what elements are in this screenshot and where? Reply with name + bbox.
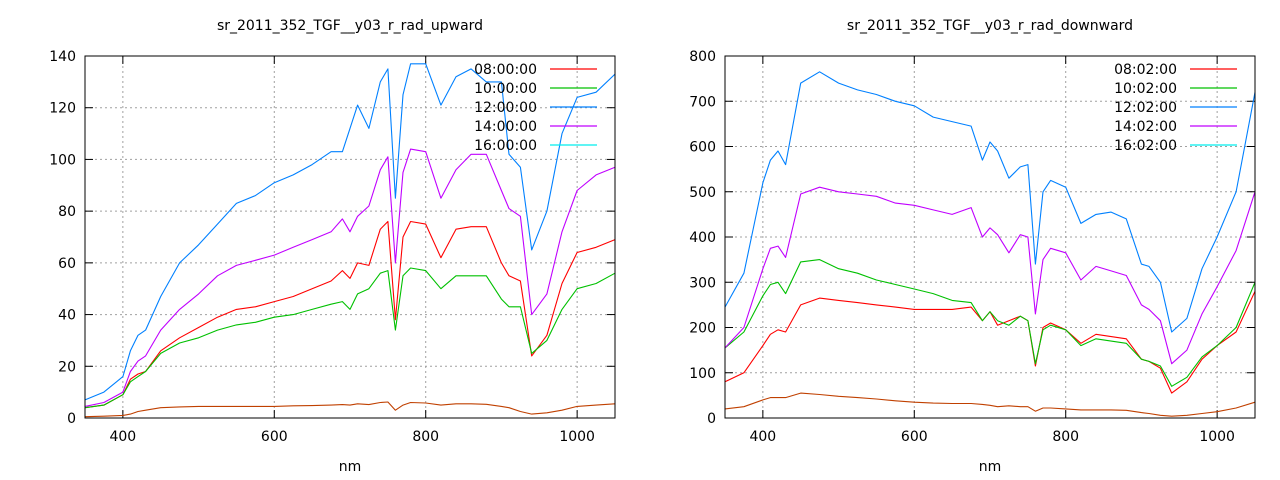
legend-label: 08:00:00 bbox=[474, 62, 537, 78]
x-tick-label: 1000 bbox=[1199, 429, 1235, 445]
legend-label: 14:02:00 bbox=[1114, 119, 1177, 135]
plot-frame bbox=[84, 55, 616, 419]
y-tick-label: 100 bbox=[49, 152, 76, 168]
legend-label: 12:00:00 bbox=[474, 100, 537, 116]
x-tick-label: 600 bbox=[261, 429, 288, 445]
y-tick-label: 0 bbox=[707, 411, 716, 427]
plot-frame bbox=[724, 55, 1256, 419]
chart-title: sr_2011_352_TGF__y03_r_rad_downward bbox=[847, 18, 1133, 34]
series-line-08-02-00 bbox=[724, 291, 1256, 394]
y-tick-label: 140 bbox=[49, 49, 76, 65]
y-tick-label: 60 bbox=[58, 256, 76, 272]
y-tick-label: 300 bbox=[689, 275, 716, 291]
y-tick-label: 120 bbox=[49, 101, 76, 117]
y-tick-label: 40 bbox=[58, 308, 76, 324]
legend-label: 12:02:00 bbox=[1114, 100, 1177, 116]
x-tick-label: 800 bbox=[412, 429, 439, 445]
y-tick-label: 500 bbox=[689, 185, 716, 201]
x-tick-label: 600 bbox=[901, 429, 928, 445]
legend: 08:02:00 10:02:00 12:02:00 14:02:00 16:02:00 bbox=[1114, 62, 1237, 154]
y-tick-label: 100 bbox=[689, 366, 716, 382]
y-tick-label: 700 bbox=[689, 94, 716, 110]
series-line-12-00-00 bbox=[84, 63, 616, 401]
series-line-unlabeled bbox=[84, 401, 616, 418]
x-tick-label: 400 bbox=[749, 429, 776, 445]
x-axis-label: nm bbox=[339, 459, 362, 475]
series-line-14-02-00 bbox=[724, 186, 1256, 365]
y-tick-label: 600 bbox=[689, 140, 716, 156]
legend-label: 10:02:00 bbox=[1114, 81, 1177, 97]
series-line-14-00-00 bbox=[84, 148, 616, 407]
series-line-08-00-00 bbox=[84, 220, 616, 409]
y-tick-label: 0 bbox=[67, 411, 76, 427]
x-tick-label: 1000 bbox=[559, 429, 595, 445]
series-line-unlabeled bbox=[724, 392, 1256, 417]
series-line-12-02-00 bbox=[724, 71, 1256, 333]
y-tick-label: 80 bbox=[58, 204, 76, 220]
y-tick-label: 400 bbox=[689, 230, 716, 246]
legend-label: 10:00:00 bbox=[474, 81, 537, 97]
legend-label: 16:02:00 bbox=[1114, 138, 1177, 154]
x-tick-label: 400 bbox=[109, 429, 136, 445]
y-tick-label: 200 bbox=[689, 321, 716, 337]
series-line-10-00-00 bbox=[84, 267, 616, 409]
y-tick-label: 20 bbox=[58, 359, 76, 375]
chart-title: sr_2011_352_TGF__y03_r_rad_upward bbox=[217, 18, 483, 34]
legend-label: 16:00:00 bbox=[474, 138, 537, 154]
legend-label: 14:00:00 bbox=[474, 119, 537, 135]
series-line-10-02-00 bbox=[724, 259, 1256, 387]
legend: 08:00:00 10:00:00 12:00:00 14:00:00 16:00:00 bbox=[474, 62, 597, 154]
x-axis-label: nm bbox=[979, 459, 1002, 475]
legend-label: 08:02:00 bbox=[1114, 62, 1177, 78]
x-tick-label: 800 bbox=[1052, 429, 1079, 445]
y-tick-label: 800 bbox=[689, 49, 716, 65]
